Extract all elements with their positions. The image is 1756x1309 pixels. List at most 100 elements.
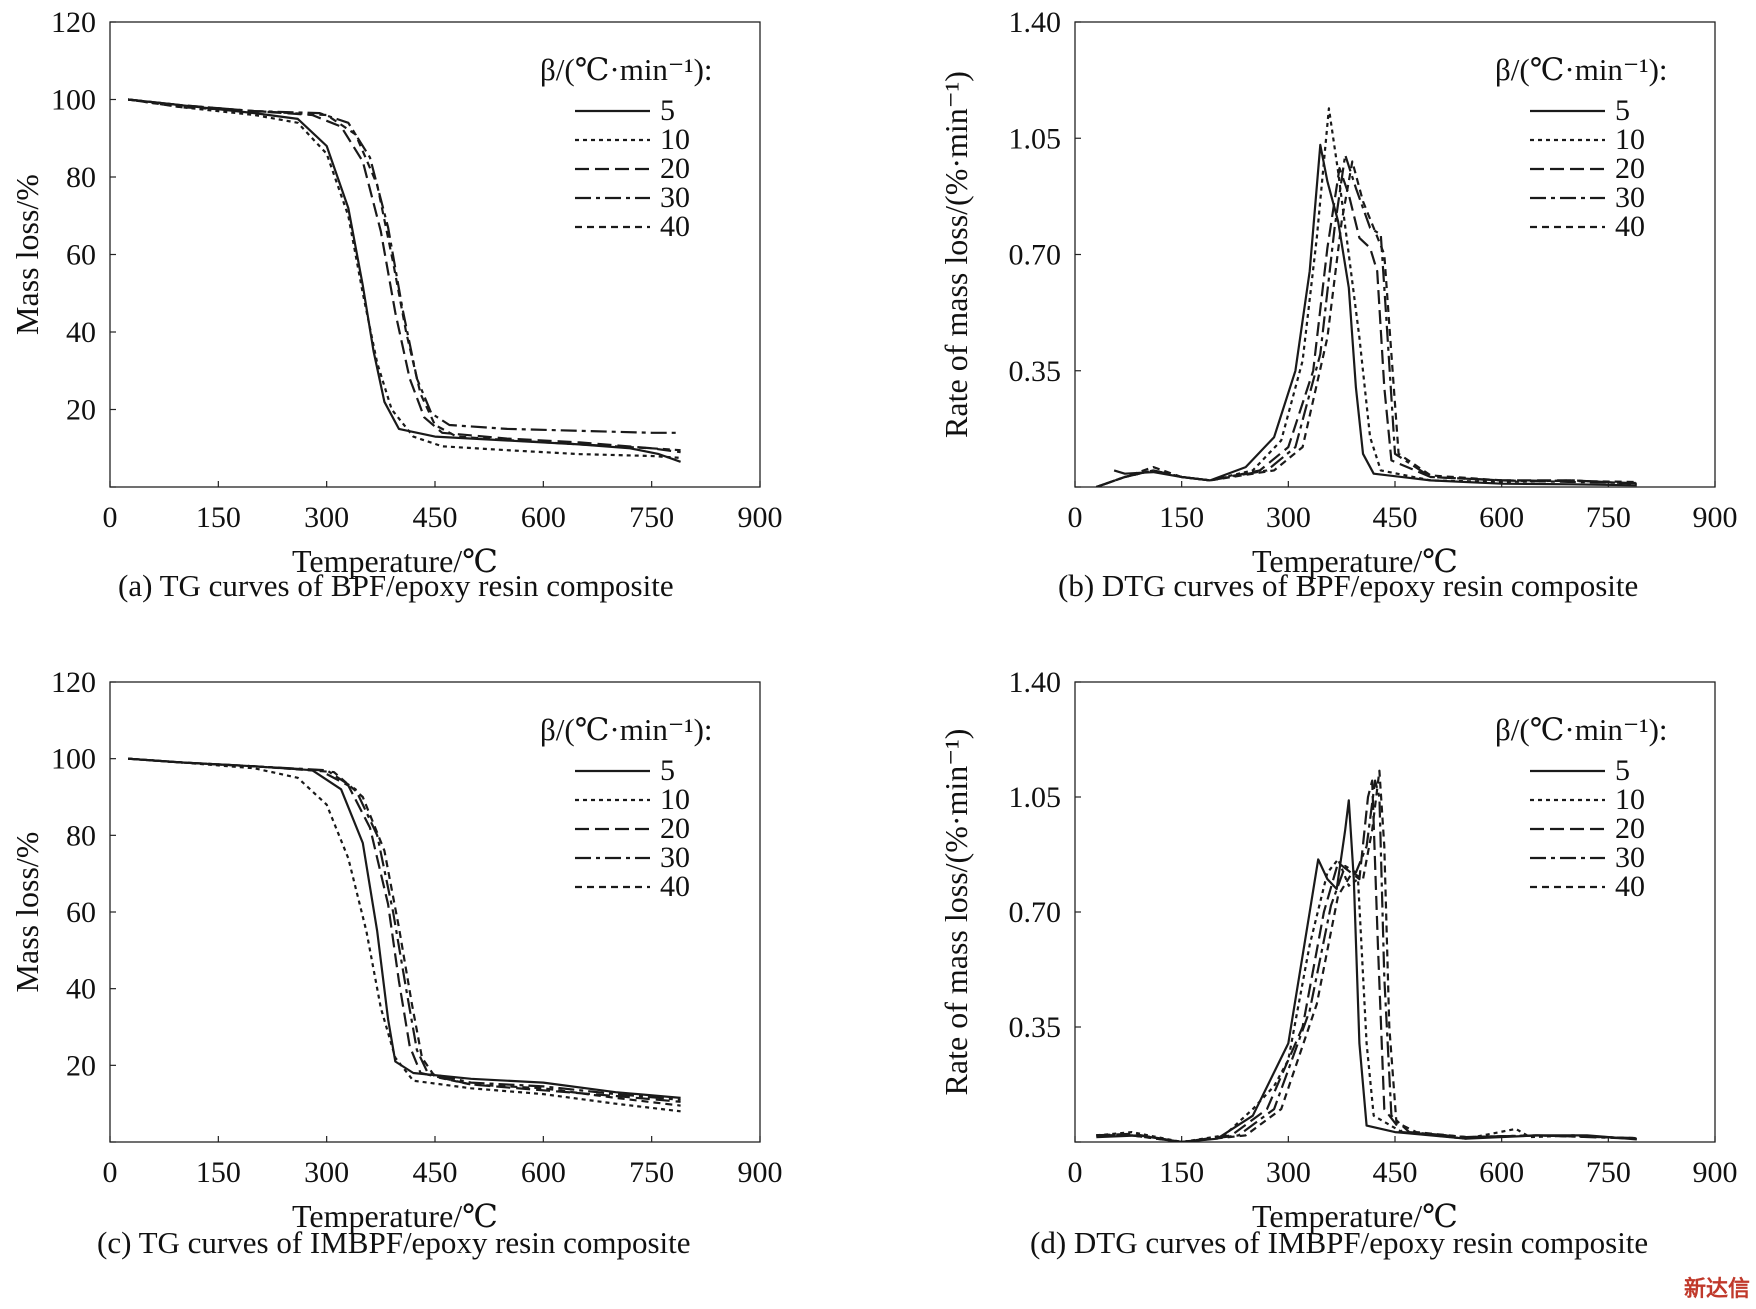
y-tick-label: 20 [66,394,96,427]
x-tick-label: 450 [1373,1156,1418,1189]
legend-title: β/(℃·min⁻¹): [540,52,713,87]
x-tick-label: 300 [1266,501,1311,534]
plot-frame [1074,681,1716,1143]
legend-title: β/(℃·min⁻¹): [1495,52,1668,87]
y-tick-label: 120 [51,666,96,699]
x-tick-label: 150 [1159,501,1204,534]
x-tick-label: 900 [1693,1156,1738,1189]
y-tick-label: 20 [66,1049,96,1082]
series-line-10 [1096,858,1637,1142]
y-tick-label: 1.05 [1009,122,1062,155]
y-axis-label: Mass loss/% [9,832,45,993]
watermark: 新达信 [1683,1277,1750,1302]
legend-label-20: 20 [1615,152,1645,185]
x-tick-label: 150 [1159,1156,1204,1189]
y-axis-label: Rate of mass loss/(%·min⁻¹) [938,729,974,1096]
y-tick-label: 40 [66,316,96,349]
y-tick-label: 1.40 [1009,666,1062,699]
x-tick-label: 300 [304,501,349,534]
y-tick-label: 0.35 [1009,355,1062,388]
y-tick-label: 120 [51,6,96,39]
y-axis-label: Rate of mass loss/(%·min⁻¹) [938,71,974,438]
x-tick-label: 0 [103,501,118,534]
legend-label-40: 40 [1615,870,1645,903]
legend-label-20: 20 [660,152,690,185]
series-line-20 [1096,779,1637,1142]
series-line-20 [128,757,681,1103]
x-tick-label: 750 [629,1156,674,1189]
y-tick-label: 60 [66,239,96,272]
caption-c: (c) TG curves of IMBPF/epoxy resin compo… [97,1225,691,1260]
legend-label-5: 5 [660,754,675,787]
series-line-30 [1096,779,1637,1142]
y-tick-label: 40 [66,973,96,1006]
legend-label-20: 20 [1615,812,1645,845]
x-tick-label: 0 [1068,501,1083,534]
legend-label-5: 5 [660,94,675,127]
x-tick-label: 300 [1266,1156,1311,1189]
caption-b: (b) DTG curves of BPF/epoxy resin compos… [1058,568,1639,603]
series-line-10 [127,98,681,459]
legend-label-10: 10 [1615,123,1645,156]
y-tick-label: 0.70 [1009,239,1062,272]
legend-label-10: 10 [660,783,690,816]
series-line-40 [1095,160,1637,487]
caption-a: (a) TG curves of BPF/epoxy resin composi… [118,568,674,603]
legend-label-40: 40 [1615,210,1645,243]
legend-label-10: 10 [660,123,690,156]
legend-label-30: 30 [1615,181,1645,214]
x-tick-label: 600 [521,1156,566,1189]
x-tick-label: 750 [1586,1156,1631,1189]
legend-label-5: 5 [1615,94,1630,127]
x-tick-label: 150 [196,1156,241,1189]
x-tick-label: 600 [521,501,566,534]
x-tick-label: 900 [738,1156,783,1189]
legend-title: β/(℃·min⁻¹): [540,712,713,747]
x-tick-label: 0 [1068,1156,1083,1189]
x-tick-label: 450 [413,501,458,534]
x-tick-label: 450 [1373,501,1418,534]
legend-label-40: 40 [660,870,690,903]
y-tick-label: 0.70 [1009,896,1062,929]
y-tick-label: 1.40 [1009,6,1062,39]
series-line-30 [127,98,681,434]
y-tick-label: 100 [51,84,96,117]
series-line-40 [1096,769,1637,1142]
legend-label-20: 20 [660,812,690,845]
x-tick-label: 900 [1693,501,1738,534]
x-axis-label: Temperature/℃ [1252,543,1458,579]
y-tick-label: 60 [66,896,96,929]
x-axis-label: Temperature/℃ [1252,1198,1458,1234]
caption-d: (d) DTG curves of IMBPF/epoxy resin comp… [1030,1225,1649,1260]
y-tick-label: 1.05 [1009,781,1062,814]
legend-label-40: 40 [660,210,690,243]
y-tick-label: 80 [66,819,96,852]
legend-title: β/(℃·min⁻¹): [1495,712,1668,747]
x-tick-label: 750 [629,501,674,534]
x-tick-label: 600 [1479,501,1524,534]
x-tick-label: 150 [196,501,241,534]
legend-label-10: 10 [1615,783,1645,816]
series-line-40 [127,98,681,452]
x-tick-label: 900 [738,501,783,534]
legend-label-5: 5 [1615,754,1630,787]
x-axis-label: Temperature/℃ [292,543,498,579]
x-tick-label: 300 [304,1156,349,1189]
series-line-30 [128,757,681,1101]
x-tick-label: 750 [1586,501,1631,534]
x-tick-label: 0 [103,1156,118,1189]
y-tick-label: 0.35 [1009,1011,1062,1044]
y-axis-label: Mass loss/% [9,174,45,335]
y-tick-label: 100 [51,743,96,776]
x-tick-label: 600 [1479,1156,1524,1189]
legend-label-30: 30 [660,181,690,214]
legend-label-30: 30 [660,841,690,874]
x-tick-label: 450 [413,1156,458,1189]
x-axis-label: Temperature/℃ [292,1198,498,1234]
y-tick-label: 80 [66,161,96,194]
series-line-5 [1096,799,1637,1142]
